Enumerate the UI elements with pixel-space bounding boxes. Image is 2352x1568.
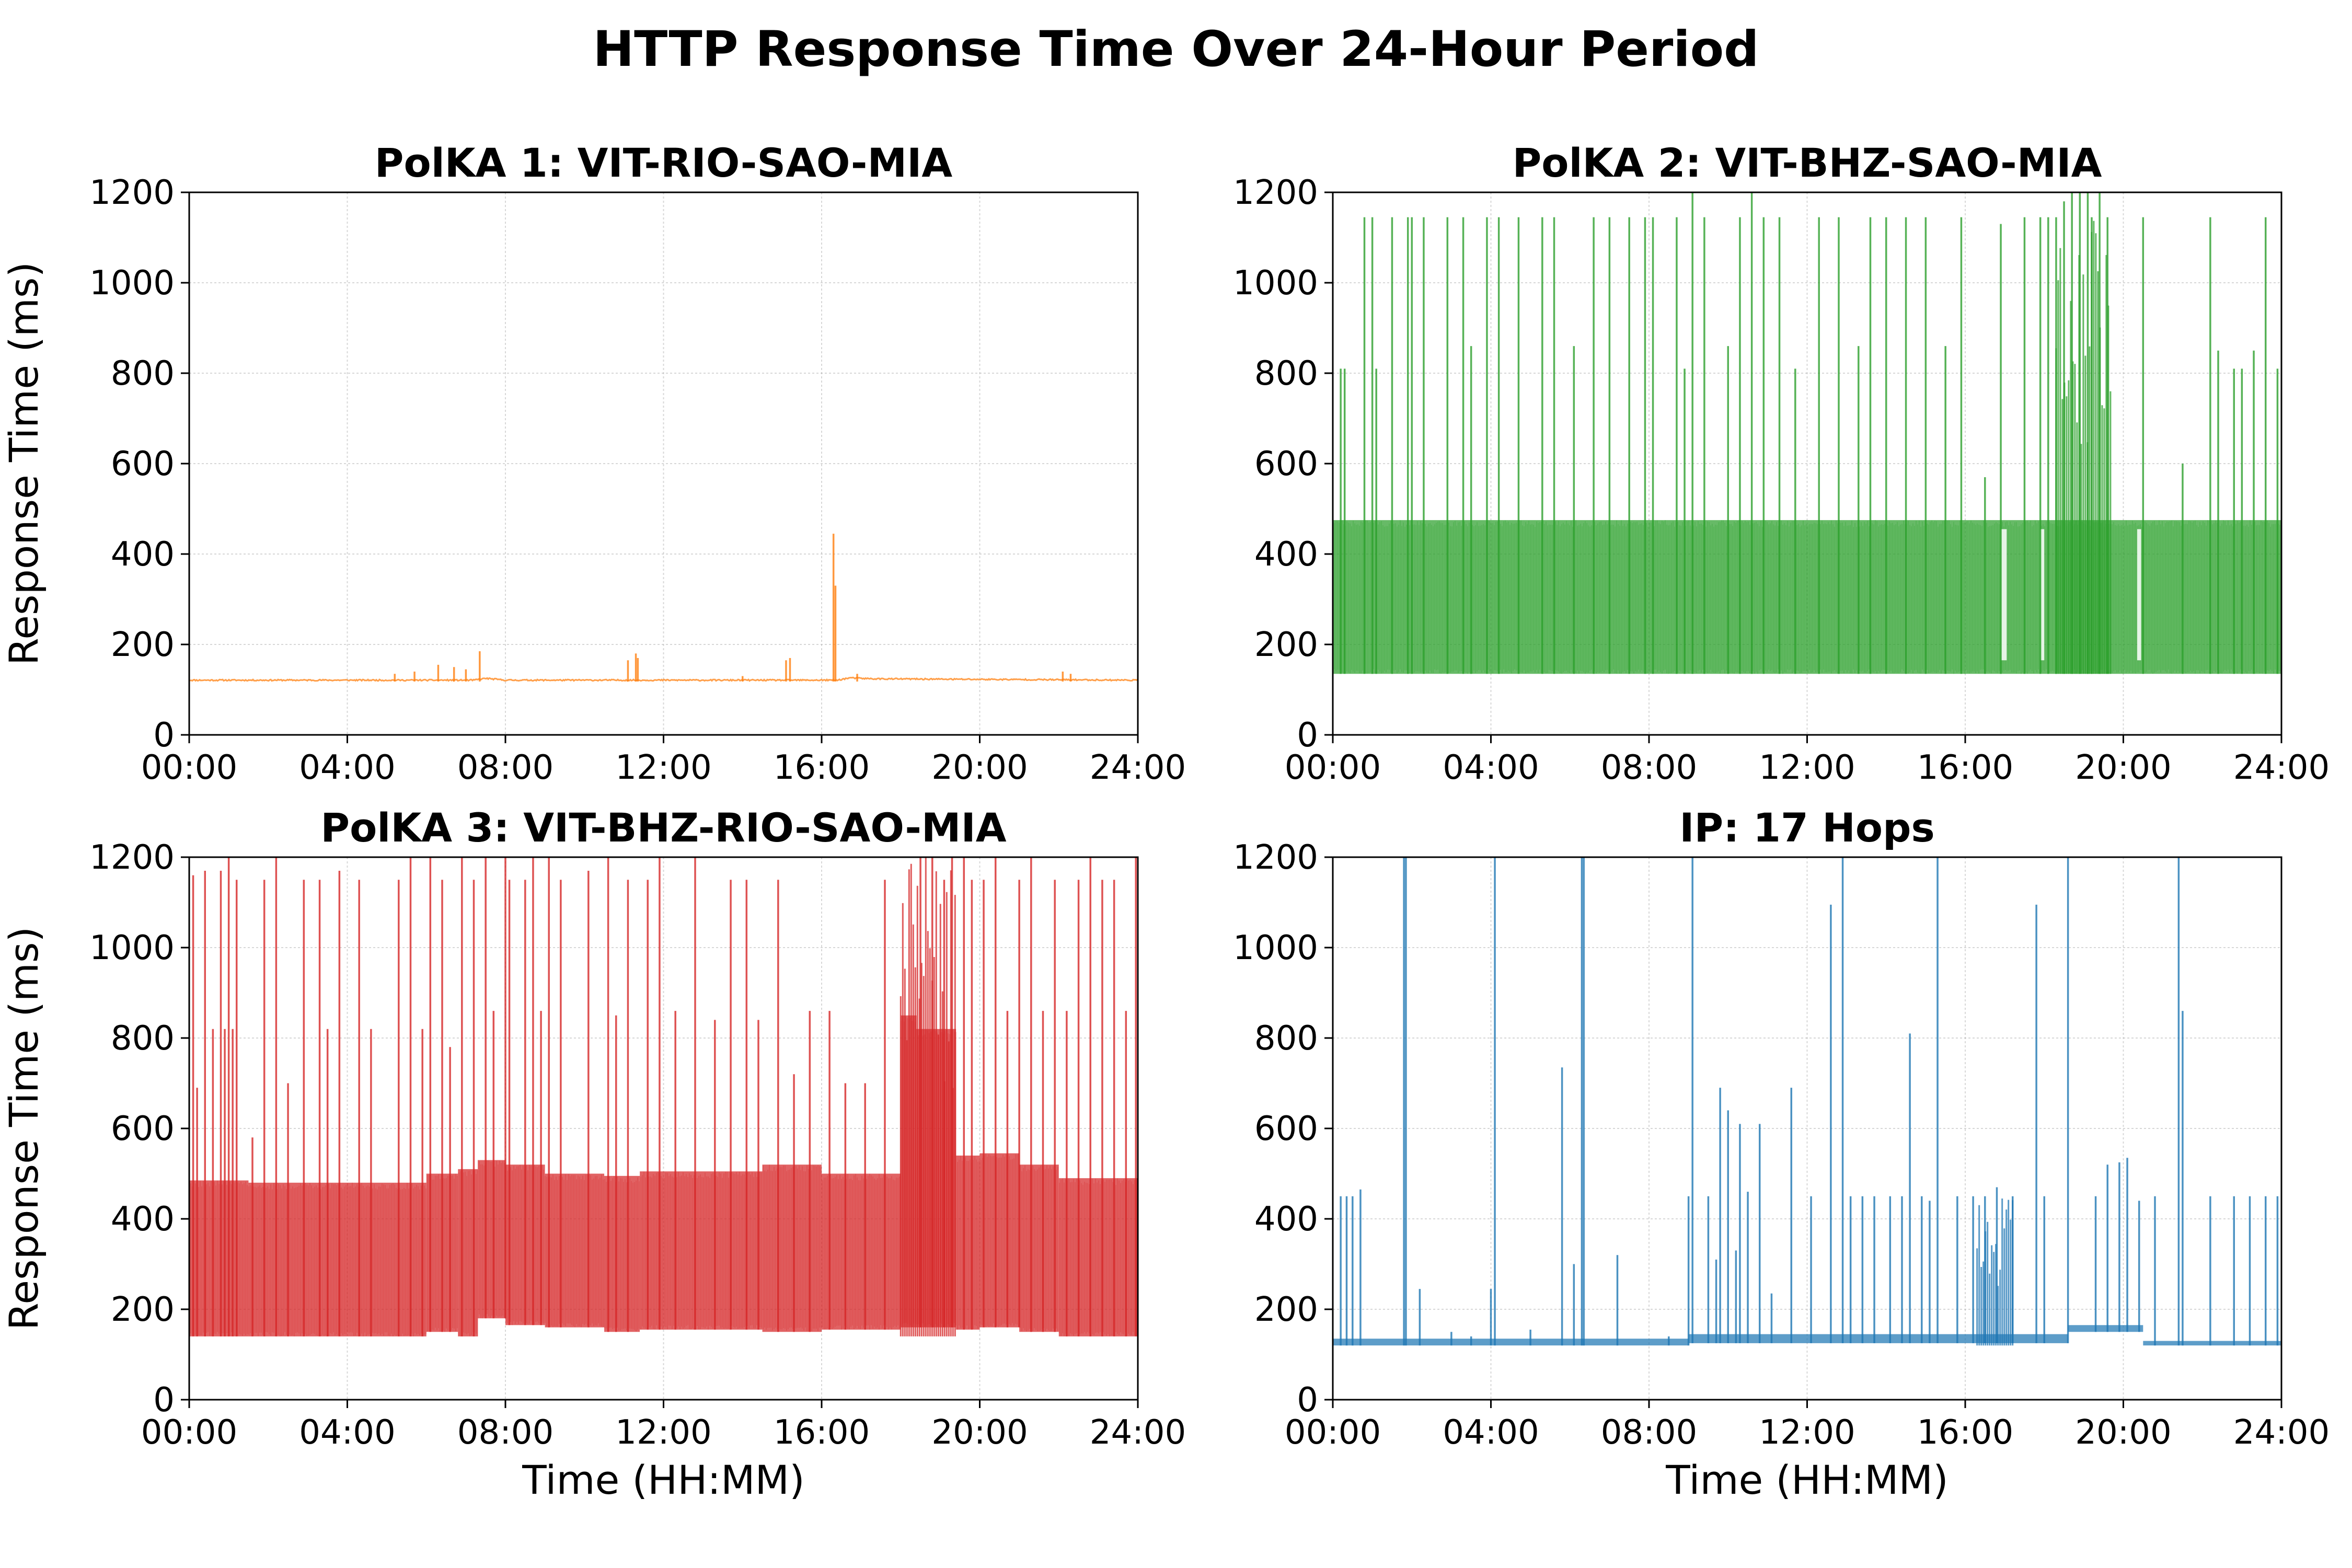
x-tick-label: 16:00 [1917,1413,2013,1452]
panel-3: 0 200 400 600 800 1000 1200 00:00 04:00 08:00 12:0… [1,804,1186,1503]
series-band [2143,1341,2281,1346]
series-gap [2137,529,2141,661]
y-tick-label: 0 [1297,716,1318,755]
series-3 [189,857,1138,1336]
series-4 [1333,857,2281,1346]
series-gap [2040,529,2045,661]
x-tick-label: 12:00 [1759,1413,1855,1452]
panel-4: 0 200 400 600 800 1000 1200 00:00 04:00 08:00 12:0… [1233,804,2330,1503]
x-tick-label: 00:00 [1285,1413,1381,1452]
y-tick-label: 600 [1254,445,1318,483]
y-tick-label: 0 [153,1381,175,1420]
y-tick-label: 800 [111,1019,175,1058]
x-tick-label: 24:00 [1090,1413,1186,1452]
series-band [2068,1325,2143,1332]
panel-title: PolKA 3: VIT-BHZ-RIO-SAO-MIA [320,804,1006,851]
x-tick-label: 00:00 [141,1413,237,1452]
x-tick-label: 20:00 [931,748,1028,787]
panel-title: PolKA 2: VIT-BHZ-SAO-MIA [1513,140,2102,186]
y-tick-label: 600 [111,1110,175,1148]
series-band [1333,520,2281,674]
x-tick-label: 24:00 [2233,1413,2330,1452]
y-tick-label: 800 [111,354,175,393]
y-tick-label: 1000 [89,929,175,967]
series-dense-spikes [1976,1198,2014,1346]
x-tick-label: 08:00 [457,748,554,787]
x-tick-label: 24:00 [2233,748,2330,787]
x-axis-label: Time (HH:MM) [522,1457,805,1503]
x-tick-label: 20:00 [2075,1413,2171,1452]
series-dense-spikes [900,857,956,1336]
x-tick-label: 04:00 [299,748,395,787]
series-band [1333,1339,1689,1346]
x-tick-label: 08:00 [457,1413,554,1452]
x-tick-label: 00:00 [1285,748,1381,787]
y-tick-label: 600 [111,445,175,483]
panel-title: IP: 17 Hops [1679,804,1935,851]
y-tick-label: 1200 [89,174,175,212]
y-tick-label: 200 [1254,626,1318,664]
y-tick-label: 400 [1254,1200,1318,1239]
series-band [1019,1165,1059,1332]
series-gap [2001,529,2007,661]
series-band [822,1173,901,1330]
x-tick-label: 08:00 [1601,748,1697,787]
x-tick-label: 04:00 [1443,748,1539,787]
y-tick-label: 1200 [89,838,175,877]
x-tick-label: 20:00 [931,1413,1028,1452]
x-tick-label: 16:00 [774,1413,870,1452]
y-tick-label: 0 [1297,1381,1318,1420]
y-tick-label: 800 [1254,1019,1318,1058]
y-tick-label: 600 [1254,1110,1318,1148]
panel-1: 0 200 400 600 800 1000 1200 00:00 04:00 08:00 12:0… [1,140,1186,787]
series-band [248,1182,426,1336]
x-axis-label: Time (HH:MM) [1665,1457,1949,1503]
y-tick-label: 0 [153,716,175,755]
y-tick-label: 1000 [1233,929,1318,967]
x-tick-label: 24:00 [1090,748,1186,787]
x-tick-label: 08:00 [1601,1413,1697,1452]
series-band [1058,1178,1138,1336]
series-band [478,1160,505,1319]
x-tick-label: 16:00 [774,748,870,787]
y-tick-label: 1200 [1233,838,1318,877]
y-tick-label: 200 [1254,1290,1318,1329]
x-tick-label: 04:00 [1443,1413,1539,1452]
y-tick-label: 200 [111,1290,175,1329]
series-band [979,1153,1020,1328]
series-band [604,1175,640,1332]
y-tick-label: 200 [111,626,175,664]
series-2 [1333,192,2281,674]
series-band [956,1155,980,1330]
panel-title: PolKA 1: VIT-RIO-SAO-MIA [375,140,953,186]
y-tick-label: 800 [1254,354,1318,393]
panel-2: 0 200 400 600 800 1000 1200 00:00 04:00 08:00 12:0… [1233,140,2330,787]
x-tick-label: 04:00 [299,1413,395,1452]
y-tick-label: 400 [111,1200,175,1239]
series-band [189,1180,249,1336]
figure-title: HTTP Response Time Over 24-Hour Period [593,21,1759,78]
series-line [189,676,1138,682]
series-band [762,1165,822,1332]
y-tick-label: 1000 [1233,264,1318,303]
series-1 [189,534,1138,682]
x-tick-label: 16:00 [1917,748,2013,787]
x-tick-label: 12:00 [615,1413,711,1452]
x-tick-label: 00:00 [141,748,237,787]
x-tick-label: 12:00 [615,748,711,787]
y-axis-label: Response Time (ms) [1,262,47,665]
y-tick-label: 400 [1254,535,1318,574]
x-tick-label: 12:00 [1759,748,1855,787]
y-tick-label: 400 [111,535,175,574]
y-axis-label: Response Time (ms) [1,927,47,1330]
series-band [545,1173,605,1328]
x-tick-label: 20:00 [2075,748,2171,787]
y-tick-label: 1200 [1233,174,1318,212]
y-tick-label: 1000 [89,264,175,303]
